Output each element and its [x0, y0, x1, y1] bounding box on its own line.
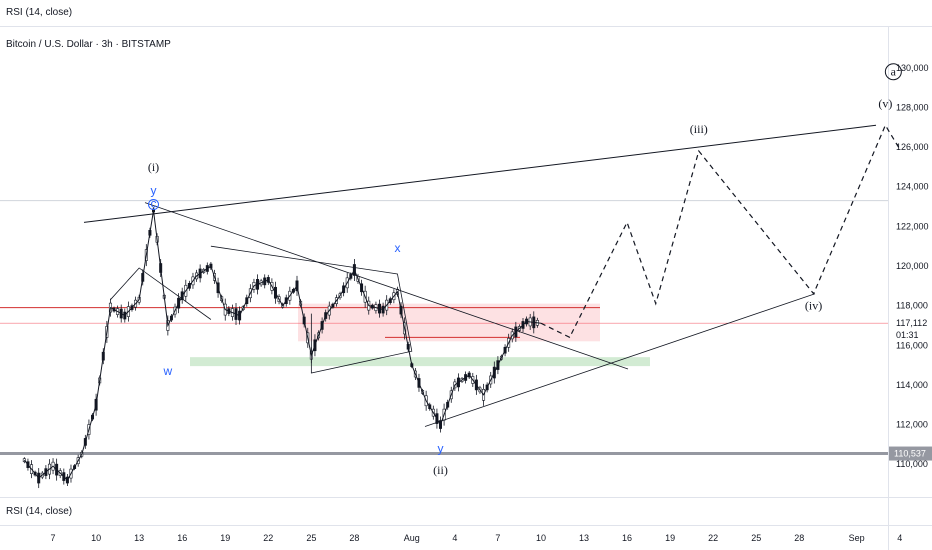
blue-label: y: [438, 441, 444, 455]
wedge-outline: [210, 245, 413, 374]
y-tick-label: 128,000: [896, 102, 929, 112]
y-tick-label: 126,000: [896, 142, 929, 152]
descending-trendline: [144, 202, 629, 370]
x-tick-label: 16: [622, 533, 632, 543]
x-tick-label: 25: [306, 533, 316, 543]
symbol-title[interactable]: Bitcoin / U.S. Dollar · 3h · BITSTAMP: [6, 39, 171, 50]
y-tick-label: 120,000: [896, 261, 929, 271]
time-axis-divider: [0, 525, 932, 526]
wave-label: (iv): [805, 299, 822, 313]
x-tick-label: 13: [579, 533, 589, 543]
x-tick-label: 22: [263, 533, 273, 543]
x-tick-label: 19: [220, 533, 230, 543]
wave-label: (i): [148, 160, 159, 174]
x-tick-label: Aug: [404, 533, 420, 543]
x-tick-label: 4: [897, 533, 902, 543]
x-tick-label: 22: [708, 533, 718, 543]
y-tick-label: 114,000: [896, 380, 928, 390]
y-tick-label: 112,000: [896, 420, 928, 430]
flag-outline: [110, 267, 212, 320]
x-tick-label: 7: [495, 533, 500, 543]
y-tick-label: 122,000: [896, 221, 929, 231]
y-tick-label: 124,000: [896, 182, 929, 192]
x-tick-label: 16: [177, 533, 187, 543]
wave-label: (ii): [433, 463, 448, 477]
price-countdown: 01:31: [896, 330, 919, 340]
rsi-bottom-label[interactable]: RSI (14, close): [6, 506, 73, 517]
wave-label-a: a: [891, 65, 897, 79]
x-tick-label: 4: [452, 533, 457, 543]
x-tick-label: 13: [134, 533, 144, 543]
support-price-tag: [889, 446, 932, 461]
y-tick-label: 130,000: [896, 63, 929, 73]
lower-trendline: [424, 293, 816, 427]
blue-c-circle: [148, 199, 159, 211]
current-price-label: 117,112: [896, 318, 927, 328]
wave-label: (v): [878, 96, 892, 110]
price-axis-divider: [888, 26, 889, 550]
x-tick-label: 28: [349, 533, 359, 543]
x-tick-label: 19: [665, 533, 675, 543]
x-tick-label: Sep: [849, 533, 865, 543]
wave-label: (iii): [690, 122, 708, 136]
support-price-tag-label: 110,537: [894, 449, 926, 459]
price-pane-bottom-divider[interactable]: [0, 497, 932, 498]
blue-label: x: [394, 241, 400, 255]
wave-a-circle: [884, 63, 902, 81]
blue-label: y: [151, 184, 157, 198]
upper-trendline: [83, 124, 877, 223]
x-tick-label: 25: [751, 533, 761, 543]
y-tick-label: 110,000: [896, 459, 928, 469]
blue-label-c: c: [151, 197, 157, 211]
rsi-top-label[interactable]: RSI (14, close): [6, 7, 73, 18]
x-tick-label: 10: [91, 533, 101, 543]
y-tick-label: 116,000: [896, 340, 928, 350]
price-path: [23, 210, 542, 481]
x-tick-label: 10: [536, 533, 546, 543]
rsi-top-pane: RSI (14, close): [0, 0, 932, 27]
y-tick-label: 118,000: [896, 301, 928, 311]
x-tick-label: 7: [51, 533, 56, 543]
resistance-zone: [298, 303, 600, 342]
x-tick-label: 28: [794, 533, 804, 543]
support-zone: [190, 357, 650, 367]
wave-projection-path: [540, 123, 901, 339]
blue-label: w: [163, 364, 173, 378]
